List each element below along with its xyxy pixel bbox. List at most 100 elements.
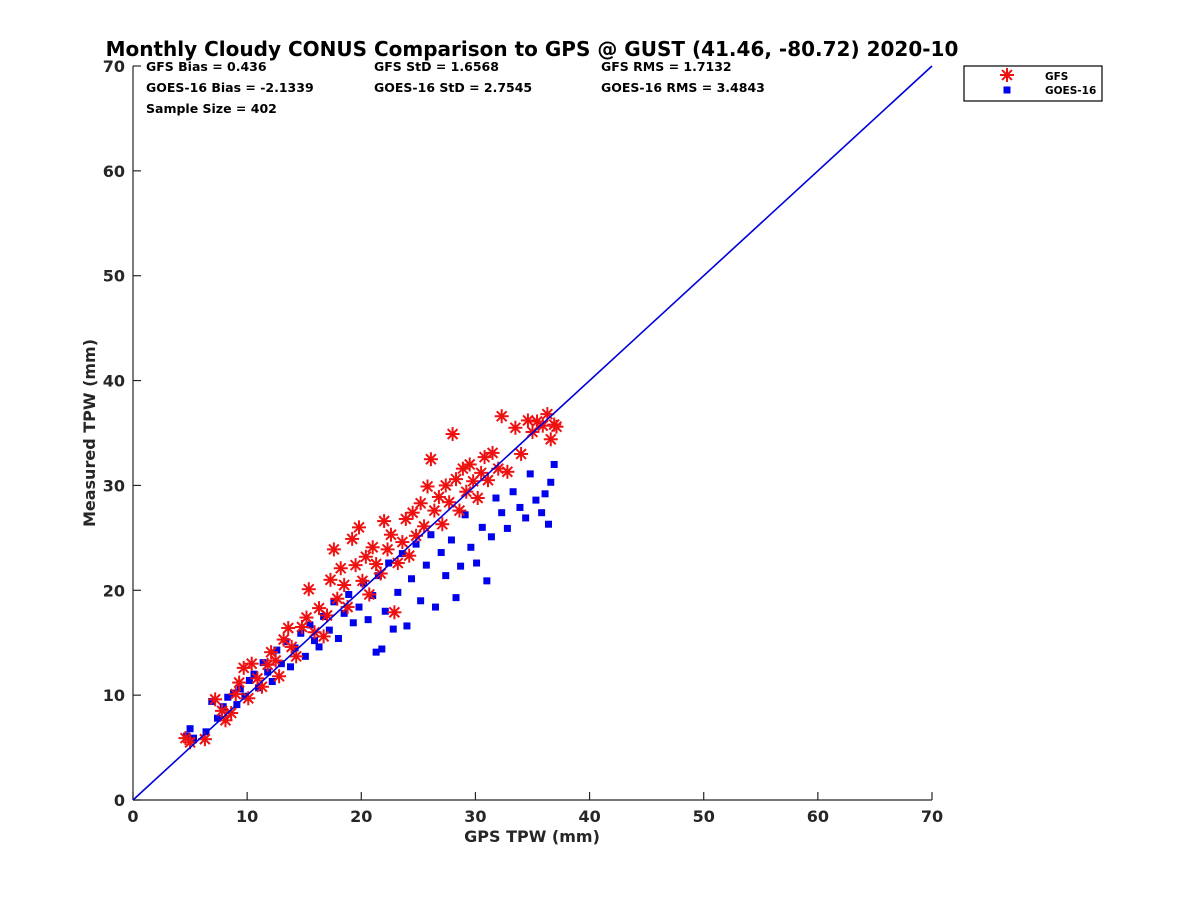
goes-16-point <box>340 609 348 617</box>
gfs-point <box>514 446 529 461</box>
goes-16-point <box>301 652 309 660</box>
goes-16-point <box>372 648 380 656</box>
goes-16-point <box>417 597 425 605</box>
goes-16-point <box>408 575 416 583</box>
stats-panel: GFS Bias = 0.436 GFS StD = 1.6568 GFS RM… <box>146 59 765 116</box>
goes-16-point <box>461 511 469 519</box>
gfs-point <box>377 514 392 529</box>
gfs-point <box>383 527 398 542</box>
gfs-point <box>323 572 338 587</box>
x-axis-ticks: 0 10 20 30 40 50 60 70 <box>127 792 943 826</box>
goes-16-point <box>492 494 500 502</box>
goes-16-point <box>422 561 430 569</box>
gfs-point <box>289 649 304 664</box>
goes-16-point <box>306 621 314 629</box>
gfs-point <box>480 473 495 488</box>
goes-16-point <box>389 625 397 633</box>
y-tick-label: 60 <box>103 162 125 181</box>
goes-16-point <box>550 460 558 468</box>
goes-16-point <box>394 588 402 596</box>
gfs-point <box>355 573 370 588</box>
gfs-point <box>320 608 335 623</box>
x-tick-label: 50 <box>693 807 715 826</box>
gfs-point <box>500 464 515 479</box>
gfs-point <box>380 542 395 557</box>
x-tick-label: 20 <box>350 807 372 826</box>
legend: GFS GOES-16 <box>963 65 1103 102</box>
goes-16-point <box>320 613 328 620</box>
goes-16-point <box>297 629 305 637</box>
gfs-point <box>494 409 509 424</box>
gfs-point <box>244 656 259 671</box>
gfs-point <box>345 531 360 546</box>
y-tick-label: 0 <box>114 791 125 810</box>
y-tick-label: 30 <box>103 476 125 495</box>
x-tick-label: 0 <box>127 807 138 826</box>
goes-16-point <box>547 478 555 486</box>
gfs-point <box>326 542 341 557</box>
goes-16-point <box>385 559 393 567</box>
goes-16-point <box>473 559 481 567</box>
goes-16-point <box>522 514 530 522</box>
goes-16-point <box>403 622 411 630</box>
goes-16-point <box>213 714 221 722</box>
goes-16-point <box>268 678 276 686</box>
goes-16-point <box>452 594 460 602</box>
gfs-point <box>197 732 212 747</box>
goes-16-point <box>291 644 299 652</box>
gfs-point <box>390 556 405 571</box>
gfs-point <box>301 582 316 597</box>
goes-16-point <box>255 684 263 692</box>
gfs-rms-text: GFS RMS = 1.7132 <box>601 59 732 74</box>
goes-16-point <box>516 503 524 511</box>
goes-16-point <box>541 490 549 498</box>
gfs-point <box>442 495 457 510</box>
goes-16-point <box>487 533 495 541</box>
series-gfs <box>178 407 564 750</box>
x-axis-label: GPS TPW (mm) <box>464 827 600 846</box>
goes-16-point <box>503 524 511 532</box>
goes-16-point <box>526 470 534 478</box>
gfs-point <box>208 692 223 707</box>
goes-16-point <box>509 488 517 496</box>
gfs-point <box>535 418 550 433</box>
legend-gfs-asterisk-mark <box>1000 68 1014 82</box>
gfs-point <box>459 484 474 499</box>
gfs-point <box>352 520 367 535</box>
goes-16-point <box>315 643 323 651</box>
gfs-point <box>427 503 442 518</box>
gfs-point <box>281 621 296 636</box>
goes-16-point <box>467 543 475 551</box>
x-tick-label: 30 <box>464 807 486 826</box>
gfs-point <box>462 457 477 472</box>
gfs-point <box>316 629 331 644</box>
goes-16-point <box>334 635 342 643</box>
series-goes-16 <box>183 460 558 742</box>
goes-16-point <box>427 531 435 539</box>
goes-16-point <box>532 496 540 504</box>
goes-16-point <box>349 619 357 627</box>
goes-16-point <box>457 562 465 570</box>
goes-16-point <box>498 509 506 517</box>
gfs-point <box>362 587 377 602</box>
x-tick-label: 70 <box>921 807 943 826</box>
gfs-point <box>543 432 558 447</box>
gfs-point <box>224 705 239 720</box>
gfs-point <box>402 548 417 563</box>
goes-16-point <box>224 693 232 701</box>
goes-16-point <box>437 549 445 557</box>
gfs-point <box>452 503 467 518</box>
goes-16-point <box>538 509 546 517</box>
goes-16-point <box>264 668 272 676</box>
legend-goes-square-icon <box>1003 86 1011 94</box>
legend-goes-label: GOES-16 <box>1045 85 1096 97</box>
gfs-point <box>470 491 485 506</box>
goes-16-point <box>431 603 439 611</box>
goes-16-point <box>219 703 227 711</box>
goes-16-point <box>381 607 389 615</box>
goes-16-point <box>345 590 353 598</box>
gfs-point <box>405 505 420 520</box>
goes-std-text: GOES-16 StD = 2.7545 <box>374 80 532 95</box>
gfs-point <box>299 610 314 625</box>
y-axis-ticks: 0 10 20 30 40 50 60 70 <box>103 57 141 810</box>
